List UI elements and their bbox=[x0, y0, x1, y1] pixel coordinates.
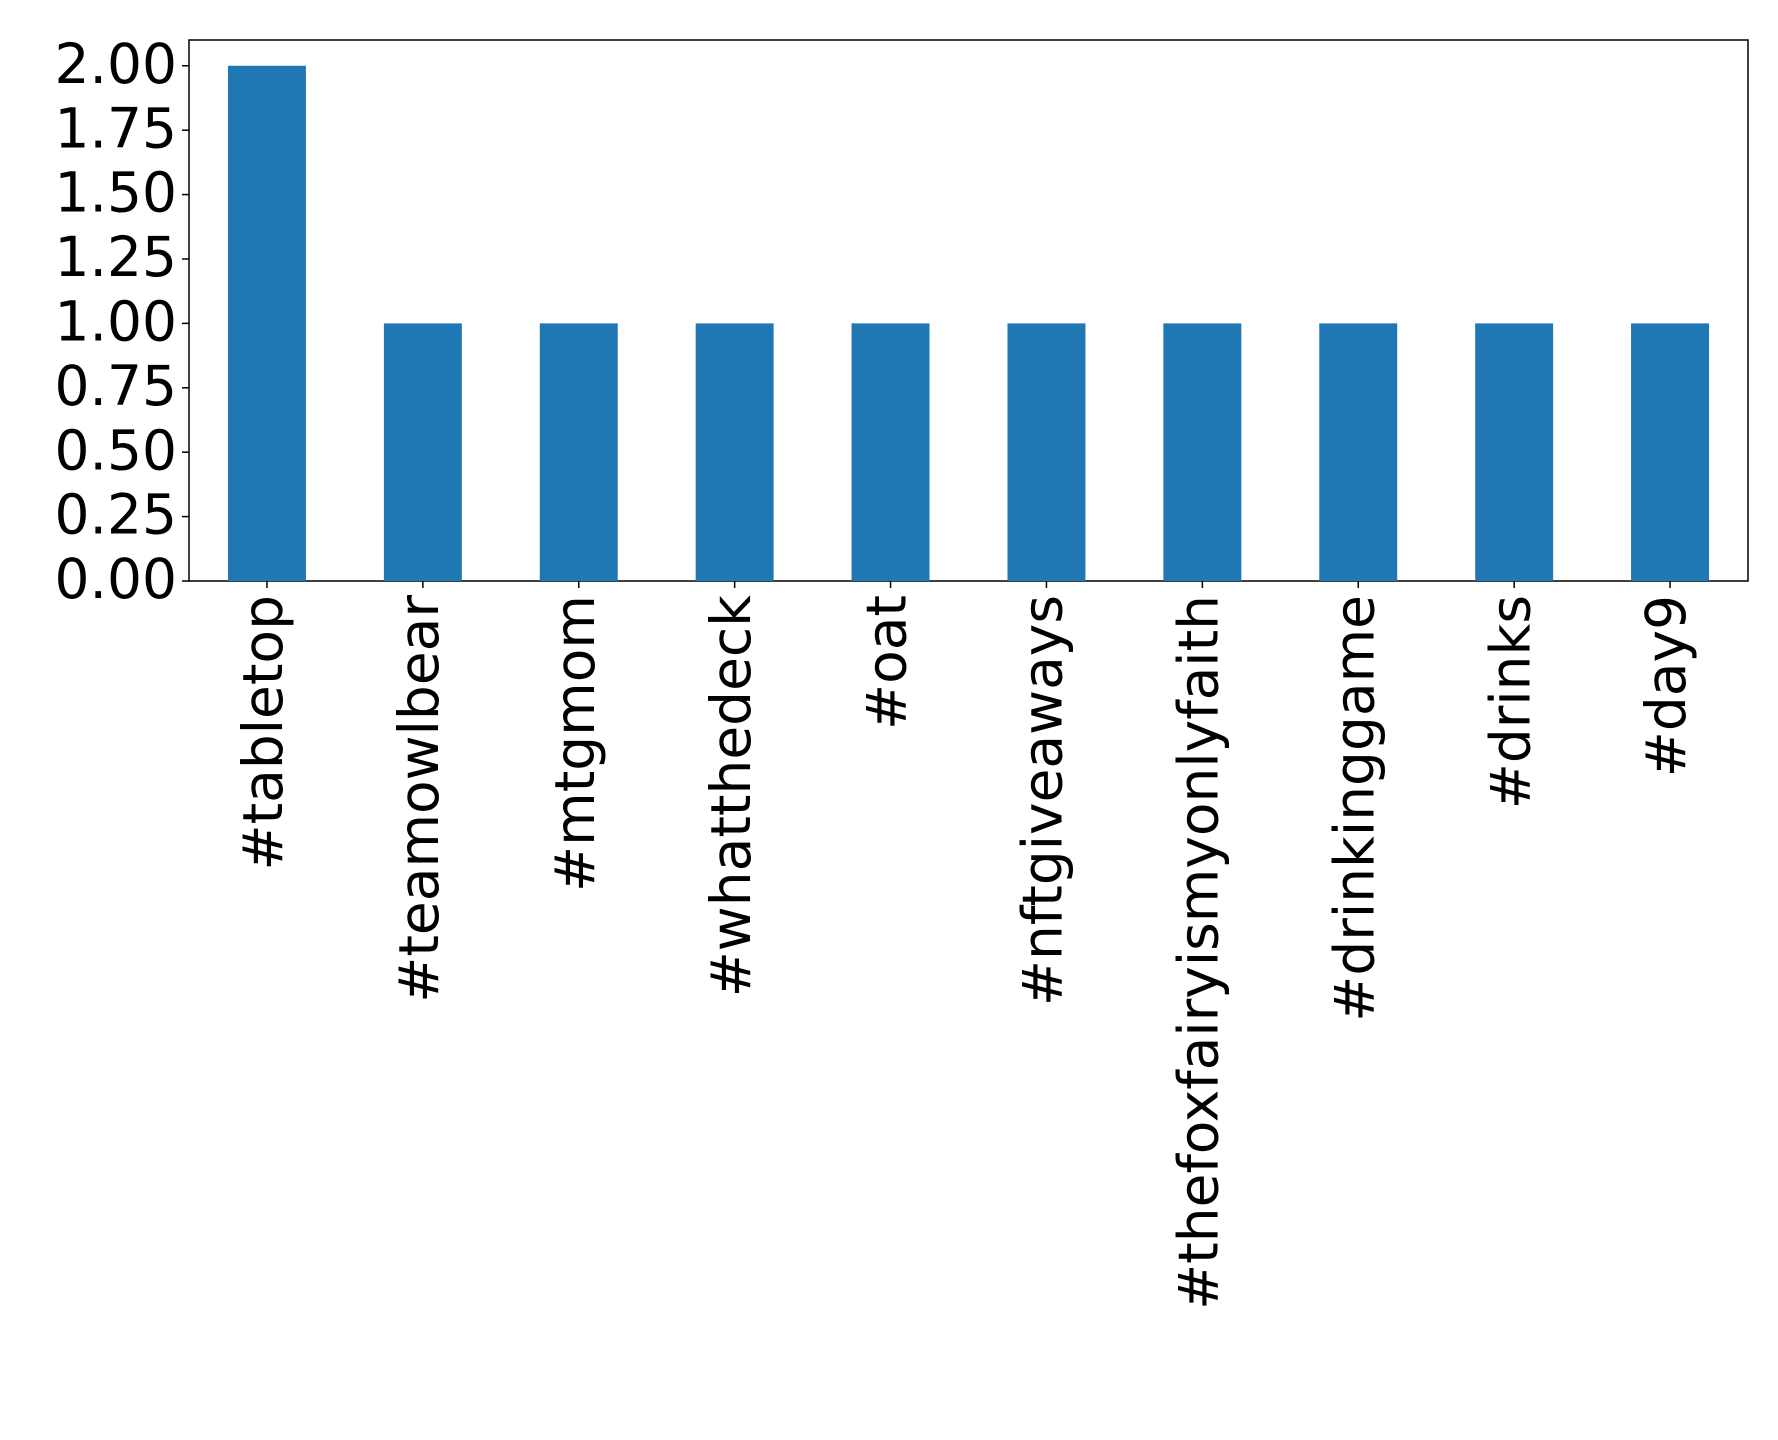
x-tick-label: #nftgiveaways bbox=[1011, 595, 1075, 1006]
bar bbox=[1475, 323, 1554, 581]
x-tick-label: #thefoxfairyismyonlyfaith bbox=[1166, 595, 1230, 1310]
x-tick-label: #tabletop bbox=[231, 595, 295, 871]
bar bbox=[1631, 323, 1710, 581]
bar bbox=[1007, 323, 1086, 581]
bar bbox=[851, 323, 930, 581]
y-tick-label: 2.00 bbox=[55, 32, 177, 96]
y-tick-label: 0.00 bbox=[55, 547, 177, 611]
y-tick-label: 0.25 bbox=[55, 483, 177, 547]
bar bbox=[539, 323, 618, 581]
plot-frame bbox=[188, 39, 1749, 582]
y-tick-label: 1.50 bbox=[55, 161, 177, 225]
y-tick-label: 0.75 bbox=[55, 354, 177, 418]
bar bbox=[227, 65, 306, 581]
y-tick-label: 1.25 bbox=[55, 225, 177, 289]
x-tick-label: #oat bbox=[855, 595, 919, 730]
x-tick-label: #drinkinggame bbox=[1322, 595, 1386, 1022]
bar bbox=[1319, 323, 1398, 581]
x-tick-label: #whatthedeck bbox=[699, 595, 763, 997]
y-tick-label: 0.50 bbox=[55, 418, 177, 482]
x-tick-label: #drinks bbox=[1478, 595, 1542, 809]
y-tick-label: 1.00 bbox=[55, 290, 177, 354]
bar bbox=[383, 323, 462, 581]
bar bbox=[695, 323, 774, 581]
bar bbox=[1163, 323, 1242, 581]
x-tick-label: #mtgmom bbox=[543, 595, 607, 892]
y-tick-label: 1.75 bbox=[55, 96, 177, 160]
x-tick-label: #day9 bbox=[1634, 595, 1698, 777]
x-tick-label: #teamowlbear bbox=[387, 595, 451, 1003]
